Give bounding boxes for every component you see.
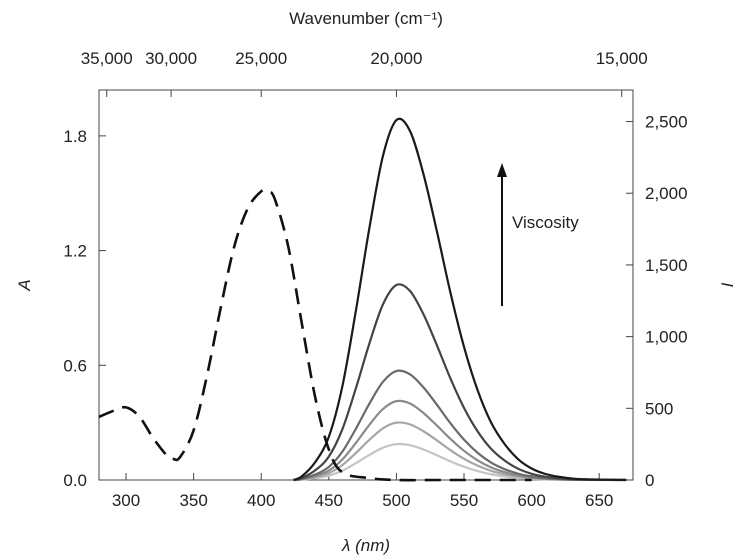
top-tick-label: 15,000 (596, 49, 648, 68)
x-tick-label: 600 (517, 491, 545, 510)
y-left-tick-label: 0.0 (63, 471, 87, 490)
x-axis-ticks: 300 350 400 450 500 550 600 650 (112, 473, 613, 510)
top-tick-label: 20,000 (370, 49, 422, 68)
y-left-tick-label: 1.8 (63, 127, 87, 146)
top-tick-label: 35,000 (81, 49, 133, 68)
plot-frame (98, 89, 634, 481)
top-axis-ticks: 35,000 30,000 25,000 20,000 15,000 (81, 49, 648, 97)
y-right-axis-ticks: 0 500 1,000 1,500 2,000 2,500 (626, 113, 688, 490)
y-left-tick-label: 0.6 (63, 356, 87, 375)
x-tick-label: 550 (450, 491, 478, 510)
top-tick-label: 25,000 (235, 49, 287, 68)
emission-series-line (293, 399, 627, 482)
x-tick-label: 450 (315, 491, 343, 510)
x-tick-label: 500 (382, 491, 410, 510)
top-tick-label: 30,000 (145, 49, 197, 68)
y-right-tick-label: 1,000 (645, 328, 688, 347)
absorbance-series-line (98, 188, 532, 482)
x-tick-label: 400 (247, 491, 275, 510)
y-right-tick-label: 500 (645, 399, 673, 418)
viscosity-arrowhead (497, 163, 507, 177)
viscosity-annotation: Viscosity (512, 213, 579, 232)
y-right-axis-title: I (718, 282, 737, 287)
y-left-axis-title: A (15, 279, 34, 291)
y-right-tick-label: 2,500 (645, 113, 688, 132)
x-tick-label: 300 (112, 491, 140, 510)
x-tick-label: 650 (585, 491, 613, 510)
y-right-tick-label: 0 (645, 471, 654, 490)
y-right-tick-label: 1,500 (645, 256, 688, 275)
x-tick-label: 350 (179, 491, 207, 510)
top-axis-title: Wavenumber (cm⁻¹) (289, 9, 443, 28)
y-right-tick-label: 2,000 (645, 184, 688, 203)
series-layer (98, 117, 627, 482)
x-axis-title: λ (nm) (341, 536, 390, 555)
y-left-axis-ticks: 0.0 0.6 1.2 1.8 (63, 127, 106, 490)
emission-series-line (293, 117, 627, 482)
y-left-tick-label: 1.2 (63, 242, 87, 261)
